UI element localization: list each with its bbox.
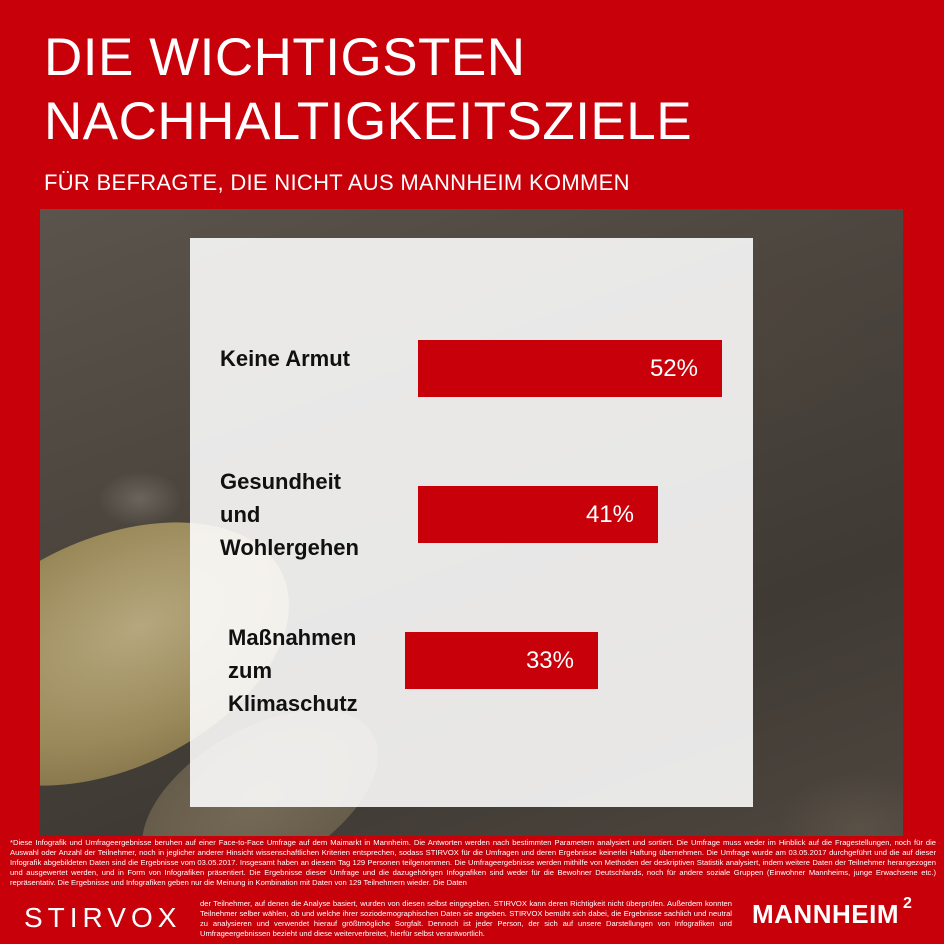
chart-panel: Keine Armut 52% Gesundheit und Wohlergehen 41… xyxy=(190,238,753,807)
bar xyxy=(405,632,598,689)
category-label-line: Klimaschutz xyxy=(228,691,358,716)
bar xyxy=(418,486,658,543)
category-label-line: zum xyxy=(228,658,272,683)
page-subtitle: FÜR BEFRAGTE, DIE NICHT AUS MANNHEIM KOM… xyxy=(44,170,630,195)
title-line-2: NACHHALTIGKEITSZIELE xyxy=(44,92,693,151)
bar xyxy=(418,340,722,397)
category-label-line: Keine Armut xyxy=(220,346,350,371)
page-title: DIE WICHTIGSTEN NACHHALTIGKEITSZIELE xyxy=(44,26,692,154)
category-label-line: Maßnahmen xyxy=(228,625,357,650)
stirvox-logo: STIRVOX xyxy=(24,902,182,933)
title-line-1: DIE WICHTIGSTEN xyxy=(44,28,526,87)
mannheim-logo-sup: 2 xyxy=(903,895,913,912)
bar-value-label: 41% xyxy=(585,501,634,528)
mannheim-logo-text: MANNHEIM xyxy=(752,899,899,929)
bar-value-label: 52% xyxy=(649,355,698,382)
category-label-line: und xyxy=(220,502,261,527)
bar-value-label: 33% xyxy=(525,647,574,674)
category-label: Keine Armut xyxy=(220,342,350,375)
category-label-line: Wohlergehen xyxy=(220,535,359,560)
disclaimer-text: *Diese Infografik und Umfrageergebnisse … xyxy=(10,838,936,888)
disclaimer-text-continued: der Teilnehmer, auf denen die Analyse ba… xyxy=(200,899,732,939)
category-label-line: Gesundheit xyxy=(220,469,342,494)
category-label: Gesundheit und Wohlergehen xyxy=(220,465,359,564)
mannheim-logo: MANNHEIM 2 xyxy=(752,895,912,930)
category-label: Maßnahmen zum Klimaschutz xyxy=(228,621,358,720)
